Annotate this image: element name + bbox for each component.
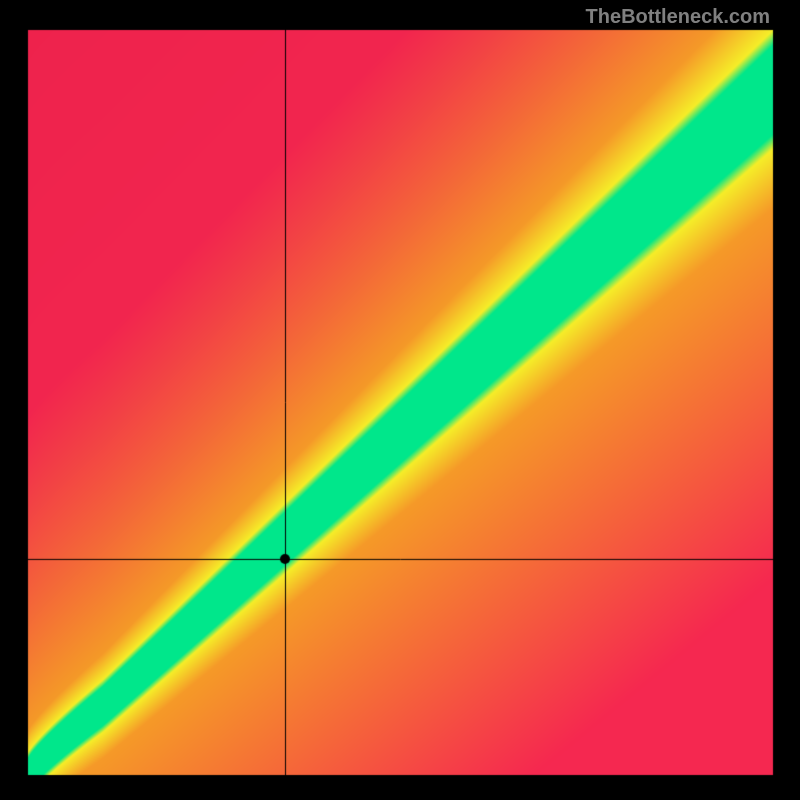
heatmap-canvas [0,0,800,800]
chart-container: TheBottleneck.com [0,0,800,800]
watermark-text: TheBottleneck.com [586,6,770,29]
